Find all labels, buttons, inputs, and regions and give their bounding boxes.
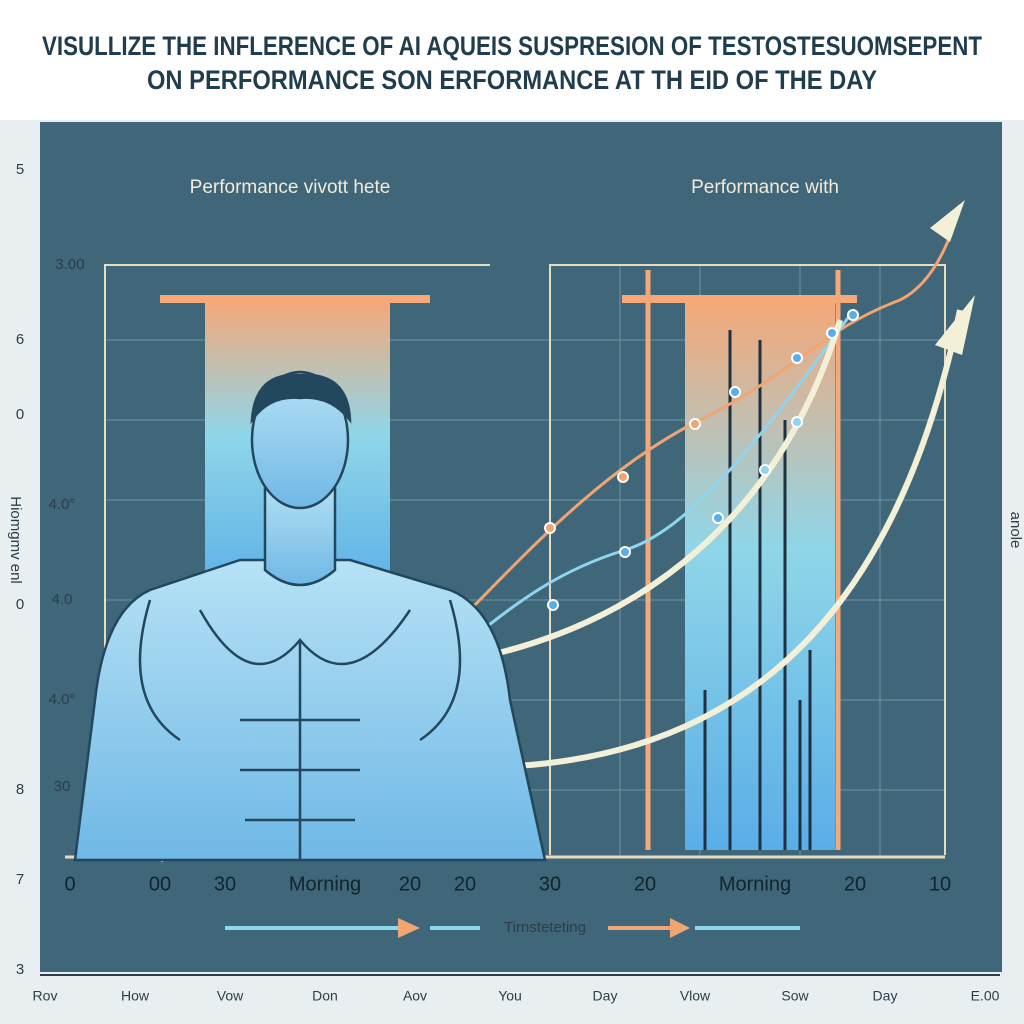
x-label: 30 [214, 873, 236, 895]
dots [544, 309, 859, 611]
spikes [703, 330, 812, 850]
x-label: Morning [289, 873, 361, 895]
figure [73, 370, 547, 862]
bottom-label: Vlow [680, 988, 711, 1004]
bottom-label: Day [873, 988, 898, 1004]
legend-label: Tirnsteteting [504, 919, 586, 936]
right-label: anole [1007, 512, 1024, 549]
bottom-label: Rov [33, 988, 58, 1004]
y-label: 6 [16, 331, 24, 348]
bar-cap [160, 295, 430, 303]
x-label: Morning [719, 873, 791, 895]
posts [645, 270, 841, 850]
x-label: 20 [634, 873, 656, 895]
y-label: 3 [16, 961, 24, 978]
y-label: 5 [16, 161, 24, 178]
x-label: 20 [454, 873, 476, 895]
y-label: 0 [16, 406, 24, 423]
x-label: 10 [929, 873, 951, 895]
bottom-label: Aov [403, 988, 427, 1004]
bar-cap [622, 295, 857, 303]
y-label: 4.0° [49, 691, 76, 708]
y-label: 4.0° [49, 496, 76, 513]
title-line: VISULLIZE THE INFLERENCE OF AI AQUEIS SU… [42, 31, 982, 61]
arrowheads [930, 200, 975, 355]
bottom-label: Vow [217, 988, 244, 1004]
x-label: 30 [539, 873, 561, 895]
bottom-label: E.00 [971, 988, 1000, 1004]
panel-label: Performance with [691, 177, 839, 198]
legend-arrows [225, 918, 800, 938]
bottom-label: Day [593, 988, 618, 1004]
bottom-label: Don [312, 988, 338, 1004]
x-label: 20 [399, 873, 421, 895]
bottom-label: You [498, 988, 522, 1004]
x-label: 0 [64, 873, 75, 895]
x-label: 20 [844, 873, 866, 895]
y-label: 30 [54, 778, 71, 795]
title-line: ON PERFORMANCE SON ERFORMANCE AT TH EID … [147, 65, 877, 95]
y-label: 4.0 [52, 591, 73, 608]
y-label: 8 [16, 781, 24, 798]
panel-label: Performance vivott hete [190, 177, 391, 198]
bottom-label: How [121, 988, 150, 1004]
x-label: 00 [149, 873, 171, 895]
y-label: 0 [16, 596, 24, 613]
y-label: 3.00 [55, 256, 84, 273]
y-label: 7 [16, 871, 24, 888]
bottom-label: Sow [781, 988, 809, 1004]
y-axis-title: Hiomgmv enl [7, 496, 24, 584]
